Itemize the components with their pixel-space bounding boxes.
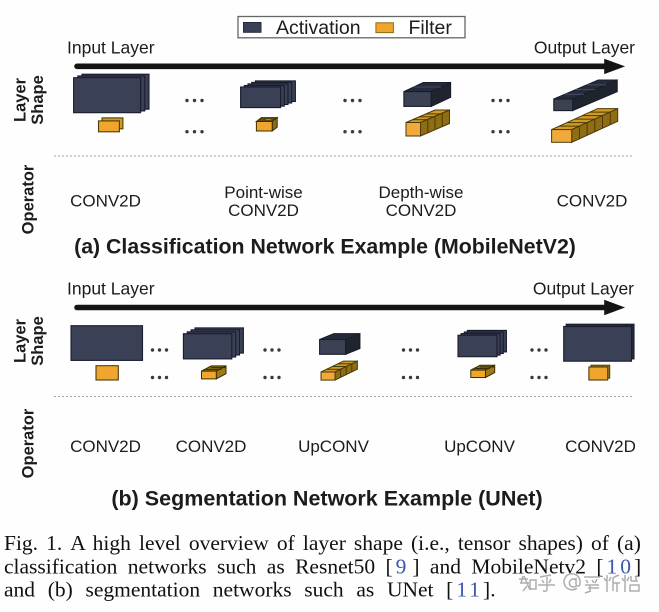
svg-text:Layer: Layer [12, 77, 30, 122]
svg-text:classification networks such a: classification networks such as Resnet50… [4, 554, 641, 578]
svg-text:CONV2D: CONV2D [386, 201, 457, 220]
svg-text:Operator: Operator [20, 408, 38, 478]
svg-text:Output Layer: Output Layer [534, 38, 635, 58]
svg-text:Input Layer: Input Layer [67, 38, 155, 58]
svg-text:(b) Segmentation Network Examp: (b) Segmentation Network Example (UNet) [111, 487, 542, 511]
svg-text:Layer: Layer [12, 318, 30, 363]
svg-text:and (b) segmentation networks: and (b) segmentation networks such as UN… [4, 578, 496, 602]
svg-text:UpCONV: UpCONV [444, 437, 516, 456]
svg-text:Activation: Activation [276, 17, 361, 39]
svg-text:Filter: Filter [409, 17, 453, 39]
svg-text:CONV2D: CONV2D [565, 437, 636, 456]
svg-text:CONV2D: CONV2D [557, 192, 628, 211]
svg-text:Fig. 1.A high level overview o: Fig. 1. A high level overview of layer sh… [4, 531, 641, 555]
svg-text:(a) Classification Network Exa: (a) Classification Network Example (Mobi… [74, 235, 576, 259]
svg-text:Point-wise: Point-wise [224, 183, 302, 202]
svg-text:CONV2D: CONV2D [70, 192, 141, 211]
svg-text:CONV2D: CONV2D [70, 437, 141, 456]
svg-text:Input Layer: Input Layer [67, 279, 155, 299]
svg-text:Shape: Shape [29, 75, 47, 125]
svg-text:UpCONV: UpCONV [298, 437, 370, 456]
svg-text:Output Layer: Output Layer [533, 279, 634, 299]
svg-text:CONV2D: CONV2D [228, 201, 299, 220]
svg-text:Depth-wise: Depth-wise [378, 183, 463, 202]
svg-text:Operator: Operator [20, 164, 38, 234]
svg-text:CONV2D: CONV2D [176, 437, 247, 456]
svg-text:Shape: Shape [29, 316, 47, 366]
